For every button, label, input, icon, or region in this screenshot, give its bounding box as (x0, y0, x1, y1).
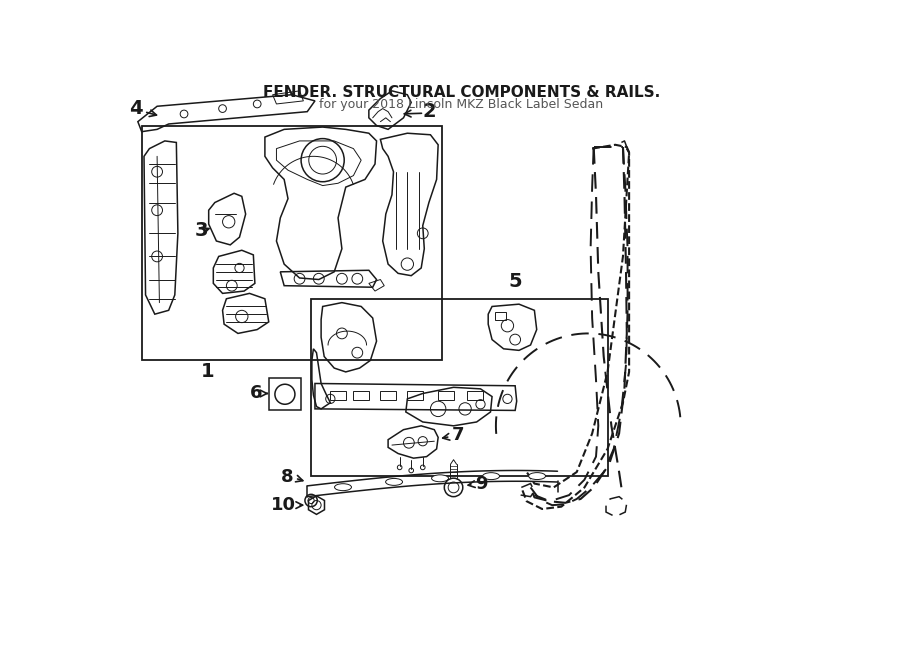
Text: 2: 2 (423, 102, 436, 121)
Ellipse shape (385, 479, 402, 485)
Bar (467, 391, 482, 401)
Text: 1: 1 (201, 362, 214, 381)
Bar (141, 126, 442, 360)
Text: FENDER. STRUCTURAL COMPONENTS & RAILS.: FENDER. STRUCTURAL COMPONENTS & RAILS. (263, 85, 660, 100)
Text: 8: 8 (281, 467, 293, 486)
Text: 5: 5 (508, 272, 522, 291)
Bar (354, 391, 369, 401)
Text: 3: 3 (194, 221, 208, 240)
Bar (381, 391, 396, 401)
Bar (330, 391, 346, 401)
Bar (495, 312, 506, 319)
Text: 4: 4 (130, 99, 143, 118)
Text: 6: 6 (250, 385, 263, 403)
Bar (438, 391, 454, 401)
Text: 9: 9 (475, 475, 488, 492)
Bar (408, 391, 423, 401)
Ellipse shape (528, 473, 545, 479)
Ellipse shape (432, 475, 448, 482)
Bar (311, 299, 608, 476)
Text: for your 2018 Lincoln MKZ Black Label Sedan: for your 2018 Lincoln MKZ Black Label Se… (320, 98, 603, 111)
Ellipse shape (335, 484, 352, 490)
Ellipse shape (482, 473, 500, 480)
Text: 7: 7 (452, 426, 464, 444)
Bar (269, 378, 302, 410)
Text: 10: 10 (271, 496, 296, 514)
